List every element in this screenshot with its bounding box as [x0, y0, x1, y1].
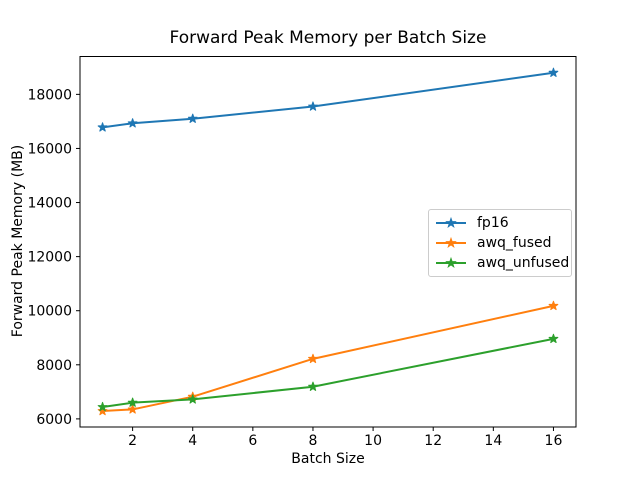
y-axis-label: Forward Peak Memory (MB)	[10, 144, 26, 338]
legend: fp16 awq_fused awq_unfused	[428, 209, 572, 277]
x-axis-tick-label: 14	[484, 433, 502, 449]
y-axis-tick-label: 14000	[27, 196, 72, 212]
legend-item-fp16: fp16	[435, 213, 567, 233]
awq_unfused-marker	[548, 333, 559, 344]
y-axis-tick-label: 18000	[27, 87, 72, 103]
y-axis-tick-label: 10000	[27, 304, 72, 320]
x-axis-tick-label: 16	[545, 433, 563, 449]
awq_fused-marker	[308, 353, 318, 364]
awq_unfused-line	[101, 337, 555, 408]
x-axis-tick-label: 8	[309, 433, 318, 449]
legend-sample-star-marker	[445, 216, 457, 228]
fp16-marker	[548, 67, 559, 77]
x-axis-tick-label: 2	[128, 433, 137, 449]
awq_unfused-marker	[127, 397, 138, 407]
x-axis-label: Batch Size	[291, 451, 365, 467]
y-axis-tick-label: 12000	[27, 250, 72, 266]
fp16-marker	[308, 101, 318, 111]
awq_unfused-marker	[97, 401, 108, 412]
x-axis-tick-label: 12	[424, 433, 442, 449]
fp16-marker	[187, 113, 198, 123]
legend-sample-star-marker	[445, 236, 457, 248]
legend-line-sample	[436, 216, 466, 228]
x-axis-tick-label: 6	[248, 433, 257, 449]
legend-line-sample	[436, 236, 466, 248]
legend-label: awq_unfused	[477, 255, 570, 271]
x-axis-tick-label: 4	[188, 433, 197, 449]
awq_fused-marker	[127, 404, 138, 414]
x-axis-tick-label: 10	[364, 433, 382, 449]
legend-label: awq_fused	[477, 235, 552, 251]
plot-spines	[79, 56, 577, 428]
awq_unfused-marker	[187, 394, 198, 404]
legend-label: fp16	[477, 215, 509, 231]
awq_fused-marker	[548, 300, 559, 311]
fp16-marker	[127, 118, 138, 128]
awq_fused-marker	[97, 405, 108, 416]
legend-line-sample	[436, 256, 466, 268]
awq_fused-line	[101, 304, 555, 413]
y-axis-tick-label: 6000	[36, 412, 72, 428]
chart-title: Forward Peak Memory per Batch Size	[169, 28, 487, 48]
y-axis-tick-label: 16000	[27, 141, 72, 157]
y-axis-tick-label: 8000	[36, 358, 72, 374]
legend-item-awq-fused: awq_fused	[435, 233, 567, 253]
legend-item-awq-unfused: awq_unfused	[435, 253, 570, 273]
legend-sample-star-marker	[445, 256, 457, 268]
fp16-marker	[97, 122, 108, 132]
fp16-line	[101, 71, 555, 129]
awq_unfused-marker	[308, 381, 318, 391]
